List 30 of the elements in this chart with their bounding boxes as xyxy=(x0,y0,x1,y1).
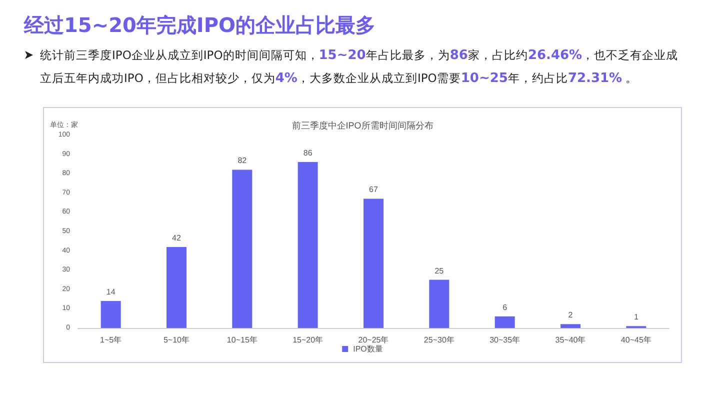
x-tick-label: 25~30年 xyxy=(424,336,454,344)
bar xyxy=(100,300,121,328)
data-label: 82 xyxy=(238,156,248,166)
data-label: 14 xyxy=(106,287,116,296)
bar xyxy=(298,162,318,328)
data-label: 2 xyxy=(568,310,574,320)
data-label: 25 xyxy=(434,266,444,276)
x-tick-label: 35~40年 xyxy=(555,336,586,344)
x-tick-label: 1~5年 xyxy=(100,336,122,344)
data-label: 42 xyxy=(172,233,182,242)
text: 统计前三季度IPO企业从成立到IPO的时间间隔可知，15~20年占比最多，为86家，占比约26.46%，也不乏有企业成立后五年内成功IPO，但占比相对较少，仅为4%，大多数企业从成立到IPO需要10~25年，约占比72.31% 。 xyxy=(40,48,678,86)
x-tick-label: 30~35年 xyxy=(490,336,520,344)
bar xyxy=(494,316,515,328)
bar xyxy=(560,324,580,328)
data-label: 1 xyxy=(634,312,639,322)
bar xyxy=(364,198,384,328)
chart-subtitle: 前三季度中企IPO所需时间间隔分布 xyxy=(292,120,434,130)
bar xyxy=(166,246,186,328)
data-label: 67 xyxy=(369,185,378,194)
legend-label: IPO数量 xyxy=(353,344,383,354)
data-label: 6 xyxy=(502,302,508,312)
x-tick-label: 10~15年 xyxy=(226,336,258,344)
chart-title: 经过15~20年完成IPO的企业占比最多 xyxy=(24,12,376,39)
bar xyxy=(232,170,252,328)
x-tick-label: 5~10年 xyxy=(163,336,190,344)
data-label: 86 xyxy=(303,148,313,158)
x-tick-label: 20~25年 xyxy=(358,336,389,344)
x-tick-label: 15~20年 xyxy=(292,336,324,344)
bar xyxy=(429,280,450,328)
x-tick-label: 40~45年 xyxy=(620,336,652,344)
